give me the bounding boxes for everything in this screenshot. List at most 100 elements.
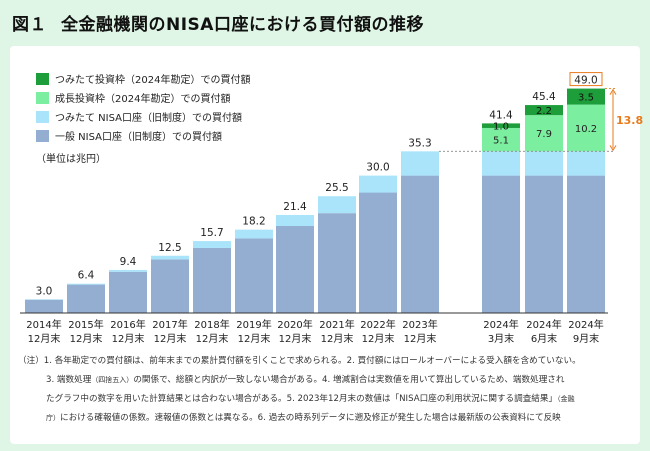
ippan-segment-11 (525, 175, 563, 313)
x-tick-period-11: 6月末 (531, 332, 557, 345)
ippan-segment-0 (25, 299, 63, 313)
x-tick-period-2: 12月末 (112, 332, 145, 345)
x-tick-period-5: 12月末 (238, 332, 271, 345)
tsumitate-old-segment-5 (235, 229, 273, 239)
total-label-0: 3.0 (36, 285, 53, 297)
ippan-segment-5 (235, 238, 273, 313)
x-tick-period-0: 12月末 (28, 332, 61, 345)
note-line-2c: の関係で、総額と内訳が一致しない場合がある。4. 増減割合は実数値を用いて算出し… (133, 375, 565, 385)
note-line-4a: 庁） (46, 414, 60, 422)
ippan-segment-10 (482, 175, 520, 313)
unit-label: （単位は兆円） (36, 152, 106, 165)
x-tick-year-8: 2022年 (360, 318, 395, 331)
note-line-3: たグラフ中の数字を用いた計算結果とは合わない場合がある。5. 2023年12月末… (18, 390, 633, 409)
x-tick-period-12: 9月末 (573, 332, 599, 345)
total-label-2: 9.4 (120, 256, 137, 268)
total-label-9: 35.3 (408, 137, 431, 149)
legend-swatch-1 (36, 111, 49, 123)
x-tick-period-4: 12月末 (196, 332, 229, 345)
tsumitate-value-label-2: 3.5 (578, 93, 594, 104)
tsumitate-old-segment-12 (567, 151, 605, 176)
tsumitate-value-label-1: 2.2 (536, 106, 552, 117)
x-tick-period-10: 3月末 (488, 332, 514, 345)
ippan-segment-9 (401, 175, 439, 313)
x-tick-period-7: 12月末 (321, 332, 354, 345)
tsumitate-old-segment-7 (318, 196, 356, 214)
x-tick-year-5: 2019年 (236, 318, 271, 331)
total-label-8: 30.0 (366, 162, 389, 174)
ippan-segment-3 (151, 259, 189, 313)
tsumitate-new-segment-10 (482, 123, 520, 128)
growth-value-label-2: 10.2 (575, 124, 597, 135)
x-tick-year-10: 2024年 (483, 318, 518, 331)
tsumitate-old-segment-1 (67, 283, 105, 285)
x-tick-year-0: 2014年 (26, 318, 61, 331)
ippan-segment-6 (276, 225, 314, 313)
total-label-6: 21.4 (283, 201, 307, 213)
tsumitate-new-segment-12 (567, 88, 605, 105)
x-tick-period-6: 12月末 (279, 332, 312, 345)
x-tick-year-2: 2016年 (110, 318, 145, 331)
x-tick-year-3: 2017年 (152, 318, 187, 331)
ippan-segment-8 (359, 192, 397, 313)
highlight-total-box (569, 72, 603, 87)
legend-swatch-3 (36, 73, 49, 85)
x-tick-year-7: 2021年 (319, 318, 354, 331)
tsumitate-old-segment-4 (193, 241, 231, 248)
x-tick-period-3: 12月末 (154, 332, 187, 345)
figure-title-text: 全金融機関のNISA口座における買付額の推移 (61, 15, 424, 35)
growth-value-label-0: 5.1 (493, 136, 509, 147)
growth-segment-10 (482, 127, 520, 152)
x-tick-year-9: 2023年 (402, 318, 437, 331)
note-line-1: （注）1. 各年勘定での買付額は、前年末までの累計買付額を引くことで求められる。… (18, 356, 581, 366)
bracket-value-label: 13.8 (616, 114, 643, 127)
legend-label-2: 成長投資枠（2024年勘定）での買付額 (55, 92, 230, 105)
total-label-3: 12.5 (158, 242, 181, 254)
footnotes: （注）1. 各年勘定での買付額は、前年末までの累計買付額を引くことで求められる。… (18, 352, 633, 428)
legend-label-1: つみたて NISA口座（旧制度）での買付額 (55, 111, 242, 124)
growth-value-label-1: 7.9 (536, 129, 552, 140)
x-tick-year-12: 2024年 (568, 318, 603, 331)
ippan-segment-1 (67, 284, 105, 313)
total-label-4: 15.7 (200, 227, 223, 239)
ippan-segment-7 (318, 213, 356, 313)
x-tick-period-9: 12月末 (404, 332, 437, 345)
note-line-3b: （金融 (557, 395, 575, 403)
legend-swatch-0 (36, 130, 49, 142)
growth-segment-12 (567, 104, 605, 152)
legend-label-0: 一般 NISA口座（旧制度）での買付額 (55, 130, 222, 143)
bracket-arrow-top (609, 88, 617, 95)
tsumitate-old-segment-9 (401, 151, 439, 176)
x-tick-year-11: 2024年 (526, 318, 561, 331)
tsumitate-new-segment-11 (525, 105, 563, 116)
x-tick-year-4: 2018年 (194, 318, 229, 331)
figure-number: 図１ (12, 15, 47, 35)
total-label-10: 41.4 (489, 109, 513, 121)
tsumitate-value-label-0: 1.0 (493, 122, 509, 133)
total-label-12: 49.0 (574, 75, 597, 87)
total-label-5: 18.2 (242, 216, 265, 228)
ippan-segment-4 (193, 247, 231, 313)
note-line-2a: 3. 端数処理 (46, 375, 92, 385)
x-tick-year-1: 2015年 (68, 318, 103, 331)
total-label-1: 6.4 (78, 270, 95, 282)
figure-title: 図１ 全金融機関のNISA口座における買付額の推移 (12, 10, 424, 35)
tsumitate-old-segment-3 (151, 255, 189, 260)
total-label-7: 25.5 (325, 182, 348, 194)
ippan-segment-2 (109, 271, 147, 313)
x-tick-year-6: 2020年 (277, 318, 312, 331)
note-line-2: 3. 端数処理（四捨五入）の関係で、総額と内訳が一致しない場合がある。4. 増減… (18, 371, 633, 390)
ippan-segment-12 (567, 175, 605, 313)
tsumitate-old-segment-8 (359, 175, 397, 193)
tsumitate-old-segment-11 (525, 151, 563, 176)
tsumitate-old-segment-6 (276, 214, 314, 226)
note-line-2b: （四捨五入） (91, 376, 134, 384)
note-line-3a: たグラフ中の数字を用いた計算結果とは合わない場合がある。5. 2023年12月末… (46, 394, 558, 404)
total-label-11: 45.4 (532, 91, 556, 103)
x-tick-period-1: 12月末 (70, 332, 103, 345)
note-line-4b: における確報値の係数。速報値の係数とは異なる。6. 過去の時系列データに遡及修正… (60, 413, 561, 423)
legend-label-3: つみたて投資枠（2024年勘定）での買付額 (55, 73, 250, 86)
tsumitate-old-segment-2 (109, 269, 147, 272)
